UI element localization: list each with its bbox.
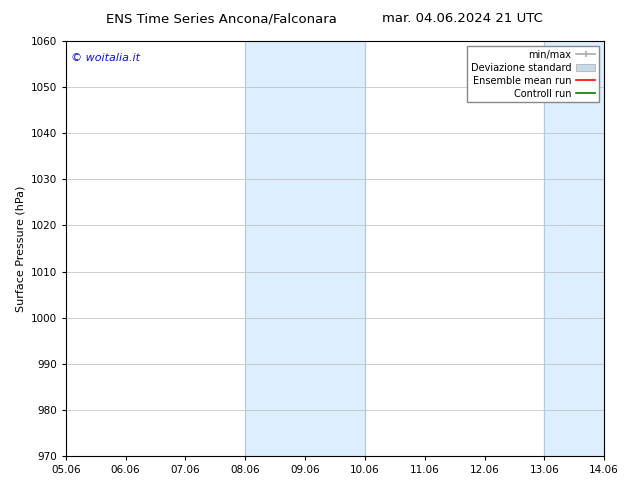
Legend: min/max, Deviazione standard, Ensemble mean run, Controll run: min/max, Deviazione standard, Ensemble m… bbox=[467, 46, 599, 102]
Y-axis label: Surface Pressure (hPa): Surface Pressure (hPa) bbox=[15, 185, 25, 312]
Bar bbox=[545, 41, 604, 456]
Text: mar. 04.06.2024 21 UTC: mar. 04.06.2024 21 UTC bbox=[382, 12, 543, 25]
Text: ENS Time Series Ancona/Falconara: ENS Time Series Ancona/Falconara bbox=[107, 12, 337, 25]
Text: © woitalia.it: © woitalia.it bbox=[71, 53, 140, 64]
Bar bbox=[245, 41, 365, 456]
